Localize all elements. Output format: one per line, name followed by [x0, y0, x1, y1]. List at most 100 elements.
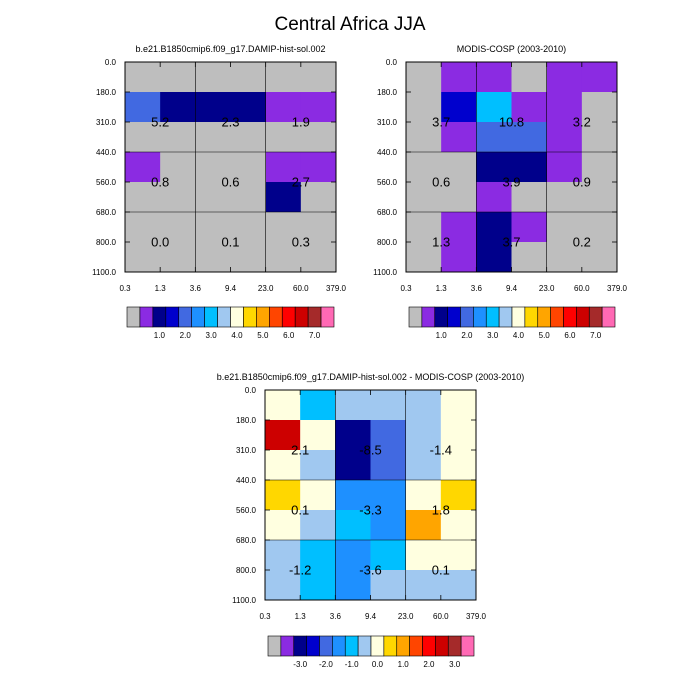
x-tick-label: 379.0 — [326, 284, 347, 293]
y-tick-label: 680.0 — [236, 536, 257, 545]
colorbar-label: 6.0 — [564, 331, 576, 340]
colorbar-swatch — [563, 306, 577, 328]
y-tick-label: 310.0 — [377, 118, 398, 127]
heatmap-cell — [300, 450, 336, 481]
y-tick-label: 310.0 — [96, 118, 117, 127]
heatmap-cell — [335, 450, 371, 481]
y-tick-label: 800.0 — [236, 566, 257, 575]
heatmap-cell — [441, 212, 477, 243]
colorbar-swatch — [601, 306, 616, 328]
heatmap-cell — [440, 510, 477, 541]
colorbar-swatch — [588, 306, 603, 328]
heatmap-cell — [546, 182, 583, 213]
heatmap-cell — [335, 570, 371, 601]
colorbar-swatch — [293, 635, 307, 657]
heatmap-panel-1: b.e21.B1850cmip6.f09_g17.DAMIP-hist-sol.… — [92, 44, 346, 340]
x-tick-label: 3.6 — [471, 284, 483, 293]
colorbar-swatch — [307, 306, 322, 328]
heatmap-cell — [581, 92, 618, 123]
heatmap-cell — [546, 242, 583, 273]
panels: b.e21.B1850cmip6.f09_g17.DAMIP-hist-sol.… — [92, 44, 627, 669]
block-value-label: 0.1 — [221, 235, 239, 250]
colorbar-swatch — [498, 306, 513, 328]
panel-title: b.e21.B1850cmip6.f09_g17.DAMIP-hist-sol.… — [217, 372, 525, 382]
heatmap-cell — [511, 92, 548, 123]
y-tick-label: 180.0 — [96, 88, 117, 97]
heatmap-cell — [405, 570, 442, 601]
heatmap-cell — [265, 212, 302, 243]
heatmap-cell — [160, 182, 196, 213]
block-value-label: 3.7 — [432, 115, 450, 130]
colorbar-label: 2.0 — [423, 660, 435, 669]
x-tick-label: 3.6 — [330, 612, 342, 621]
heatmap-cell — [441, 92, 477, 123]
heatmap-panel-3: b.e21.B1850cmip6.f09_g17.DAMIP-hist-sol.… — [217, 372, 525, 669]
heatmap-cell — [300, 540, 336, 571]
x-tick-label: 9.4 — [225, 284, 237, 293]
colorbar-label: 1.0 — [398, 660, 410, 669]
heatmap-cell — [511, 242, 548, 273]
heatmap-cell — [511, 152, 548, 183]
y-tick-label: 0.0 — [386, 58, 398, 67]
colorbar-label: 3.0 — [487, 331, 499, 340]
heatmap-cell — [476, 62, 512, 93]
heatmap-cell — [300, 212, 337, 243]
colorbar-label: 4.0 — [513, 331, 525, 340]
x-tick-label: 0.3 — [400, 284, 412, 293]
heatmap-cell — [581, 242, 618, 273]
heatmap-cell — [370, 540, 407, 571]
heatmap-cell — [195, 242, 231, 273]
heatmap-cell — [300, 390, 336, 421]
heatmap-cell — [370, 390, 407, 421]
heatmap-cell — [406, 122, 442, 153]
block-value-label: 0.2 — [573, 235, 591, 250]
y-tick-label: 0.0 — [245, 386, 257, 395]
y-tick-label: 180.0 — [236, 416, 257, 425]
heatmap-cell — [441, 182, 477, 213]
block-value-label: 1.9 — [292, 115, 310, 130]
y-tick-label: 560.0 — [236, 506, 257, 515]
heatmap-cell — [265, 122, 302, 153]
colorbar-label: 5.0 — [539, 331, 551, 340]
x-tick-label: 23.0 — [258, 284, 274, 293]
heatmap-cell — [546, 212, 583, 243]
y-tick-label: 440.0 — [377, 148, 398, 157]
colorbar-swatch — [319, 635, 333, 657]
colorbar-label: 5.0 — [257, 331, 269, 340]
heatmap-cell — [581, 62, 618, 93]
block-value-label: 0.6 — [432, 175, 450, 190]
heatmap-cell — [125, 62, 161, 93]
heatmap-cell — [265, 152, 302, 183]
heatmap-cell — [160, 152, 196, 183]
heatmap-cell — [265, 540, 301, 571]
colorbar-swatch — [139, 306, 154, 328]
heatmap-cell — [300, 152, 337, 183]
colorbar-swatch — [256, 306, 270, 328]
colorbar-label: 6.0 — [283, 331, 295, 340]
heatmap-cell — [440, 390, 477, 421]
heatmap-cell — [230, 182, 267, 213]
colorbar-label: 1.0 — [154, 331, 166, 340]
colorbar-swatch — [191, 306, 205, 328]
block-value-label: 10.8 — [499, 115, 524, 130]
colorbar-swatch — [511, 306, 526, 328]
block-value-label: 3.9 — [502, 175, 520, 190]
block-grid — [406, 62, 617, 272]
y-tick-label: 800.0 — [96, 238, 117, 247]
heatmap-cell — [265, 92, 302, 123]
heatmap-cell — [476, 212, 512, 243]
heatmap-cell — [230, 92, 267, 123]
heatmap-cell — [300, 62, 337, 93]
colorbar-swatch — [332, 635, 346, 657]
heatmap-cell — [476, 92, 512, 123]
heatmap-cell — [125, 242, 161, 273]
y-tick-label: 1100.0 — [92, 268, 116, 277]
heatmap-cell — [546, 122, 583, 153]
heatmap-cell — [335, 480, 371, 511]
x-tick-label: 0.3 — [259, 612, 271, 621]
x-tick-label: 1.3 — [295, 612, 307, 621]
heatmap-cell — [265, 420, 301, 451]
colorbar-label: -2.0 — [319, 660, 333, 669]
heatmap-cell — [405, 480, 442, 511]
y-tick-label: 560.0 — [96, 178, 117, 187]
